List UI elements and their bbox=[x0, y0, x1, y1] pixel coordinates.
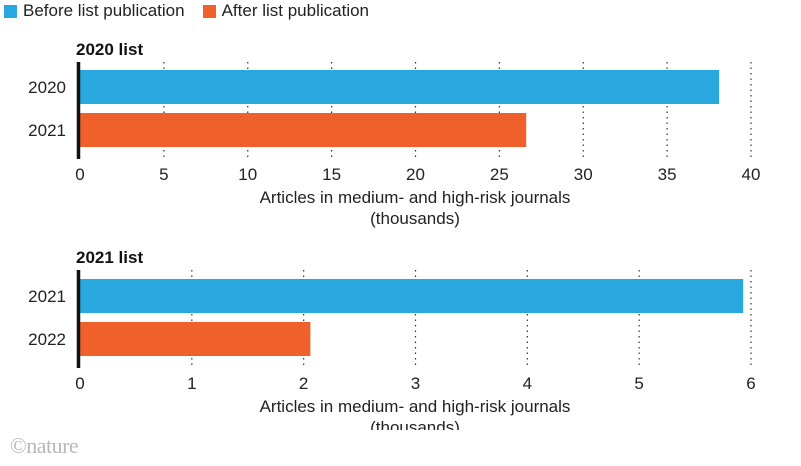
legend: Before list publication After list publi… bbox=[4, 0, 369, 22]
legend-swatch-after bbox=[202, 4, 216, 18]
x-tick-label: 0 bbox=[75, 165, 84, 184]
category-label: 2021 bbox=[28, 287, 66, 306]
legend-label-before: Before list publication bbox=[23, 1, 185, 20]
x-tick-label: 4 bbox=[523, 374, 532, 393]
x-axis-label: Articles in medium- and high-risk journa… bbox=[260, 397, 571, 416]
x-tick-label: 15 bbox=[322, 165, 341, 184]
legend-item-after: After list publication bbox=[202, 1, 369, 21]
legend-swatch-before bbox=[4, 4, 17, 18]
x-tick-label: 5 bbox=[634, 374, 643, 393]
panel-title: 2021 list bbox=[76, 248, 143, 267]
x-axis-label: (thousands) bbox=[370, 418, 460, 430]
category-label: 2021 bbox=[28, 121, 66, 140]
x-tick-label: 1 bbox=[187, 374, 196, 393]
x-tick-label: 3 bbox=[411, 374, 420, 393]
x-tick-label: 25 bbox=[490, 165, 509, 184]
bar bbox=[80, 113, 527, 147]
x-axis-label: (thousands) bbox=[370, 209, 460, 228]
legend-item-before: Before list publication bbox=[4, 1, 185, 21]
x-tick-label: 2 bbox=[299, 374, 308, 393]
x-tick-label: 6 bbox=[746, 374, 755, 393]
bar bbox=[80, 279, 744, 313]
panel-title: 2020 list bbox=[76, 40, 143, 59]
x-tick-label: 20 bbox=[406, 165, 425, 184]
bar bbox=[80, 322, 311, 356]
nature-logo: ©nature bbox=[10, 433, 79, 458]
x-tick-label: 40 bbox=[742, 165, 761, 184]
x-tick-label: 10 bbox=[238, 165, 257, 184]
category-label: 2022 bbox=[28, 330, 66, 349]
legend-label-after: After list publication bbox=[221, 1, 369, 20]
x-tick-label: 35 bbox=[658, 165, 677, 184]
x-axis-label: Articles in medium- and high-risk journa… bbox=[260, 188, 571, 207]
x-tick-label: 30 bbox=[574, 165, 593, 184]
x-tick-label: 0 bbox=[75, 374, 84, 393]
bar bbox=[80, 70, 720, 104]
x-tick-label: 5 bbox=[159, 165, 168, 184]
category-label: 2020 bbox=[28, 78, 66, 97]
